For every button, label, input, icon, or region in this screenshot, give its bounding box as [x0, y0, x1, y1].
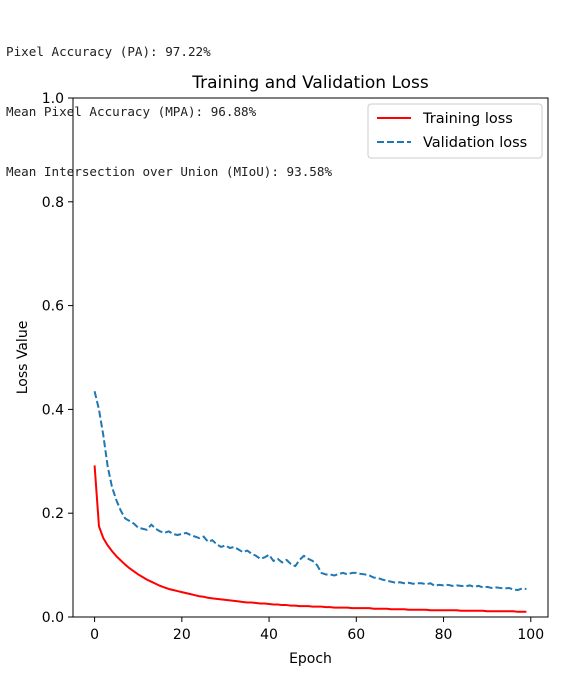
legend-box [367, 103, 543, 159]
y-tick-label: 1.0 [42, 91, 64, 107]
cell-output: Pixel Accuracy (PA): 97.22% Mean Pixel A… [6, 2, 332, 202]
chart-title: Training and Validation Loss [191, 73, 429, 93]
y-tick-label: 0.6 [42, 299, 64, 315]
miou-text: Mean Intersection over Union (MIoU): 93.… [6, 164, 333, 179]
x-tick-label: 40 [260, 627, 278, 643]
training-loss-line [93, 465, 527, 613]
y-tick-label: 0.2 [42, 506, 64, 522]
y-tick-label: 0.8 [42, 195, 64, 211]
legend-training-label: Training loss [422, 111, 513, 127]
mean-pixel-accuracy-text: Mean Pixel Accuracy (MPA): 96.88% [6, 104, 257, 119]
y-axis-label: Loss Value [15, 321, 31, 395]
x-tick-label: 0 [90, 627, 99, 643]
plot-area [93, 391, 527, 613]
axes-frame [72, 97, 549, 618]
x-tick-label: 100 [517, 627, 544, 643]
x-tick-label: 60 [347, 627, 365, 643]
pixel-accuracy-text: Pixel Accuracy (PA): 97.22% [6, 44, 211, 59]
y-tick-label: 0.0 [42, 610, 64, 626]
axis-ticks: 0 20 40 60 80 100 0.0 0.2 0.4 0.6 0.8 1.0 [42, 91, 544, 643]
legend-validation-label: Validation loss [423, 135, 527, 151]
x-axis-label: Epoch [289, 651, 332, 667]
y-tick-label: 0.4 [42, 402, 64, 418]
x-tick-label: 80 [435, 627, 453, 643]
validation-loss-line [93, 391, 527, 592]
x-tick-label: 20 [173, 627, 191, 643]
legend: Training loss Validation loss [367, 103, 543, 159]
